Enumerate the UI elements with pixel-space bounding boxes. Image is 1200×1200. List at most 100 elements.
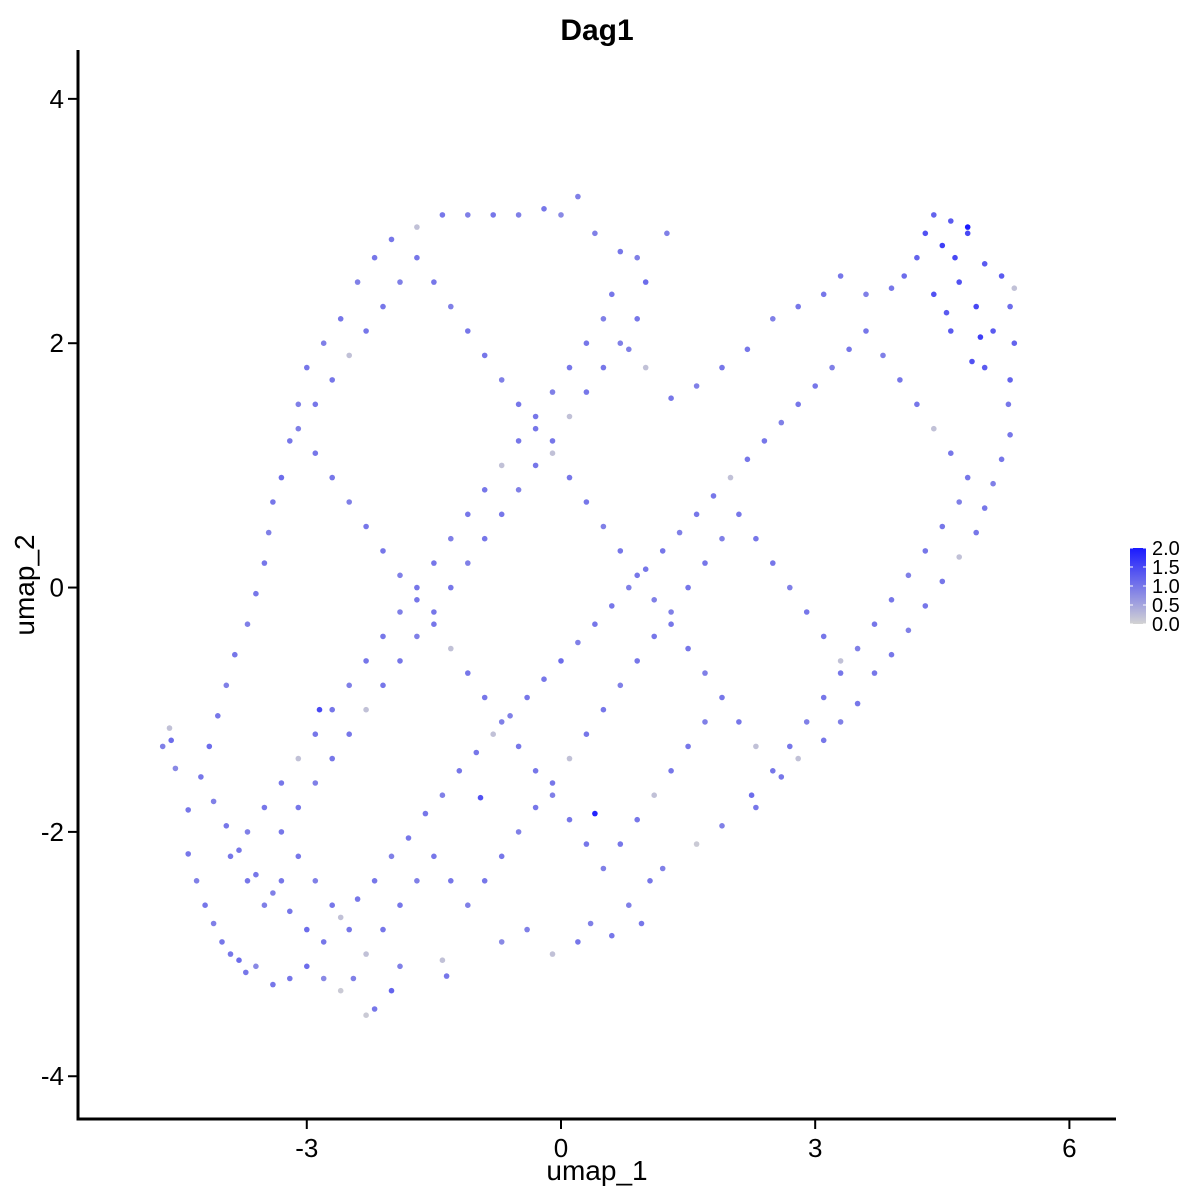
chart-title: Dag1: [560, 14, 633, 47]
data-point: [854, 645, 861, 652]
data-point: [456, 768, 463, 774]
data-point: [922, 230, 929, 237]
colorbar-tick-label: 0.5: [1152, 595, 1180, 617]
data-point: [956, 554, 962, 560]
data-point: [1011, 285, 1018, 292]
data-point: [532, 804, 539, 811]
data-point: [312, 780, 319, 786]
data-point: [320, 939, 327, 945]
data-point: [498, 853, 505, 860]
data-point: [541, 206, 547, 212]
data-point: [922, 548, 929, 554]
data-point: [803, 609, 810, 615]
y-tick-label: -2: [41, 817, 64, 847]
data-point: [778, 419, 785, 426]
colorbar-tick-label: 2.0: [1152, 538, 1180, 560]
data-point: [448, 878, 454, 884]
data-point: [287, 908, 293, 915]
data-point: [795, 755, 801, 762]
data-point: [329, 706, 336, 713]
data-point: [329, 755, 336, 762]
data-point: [312, 401, 319, 408]
data-point: [1011, 340, 1018, 347]
data-point: [863, 291, 869, 298]
data-point: [465, 902, 471, 908]
data-point: [363, 951, 369, 957]
data-point: [998, 273, 1005, 279]
data-point: [219, 939, 225, 945]
data-point: [634, 254, 640, 261]
data-point: [943, 309, 950, 316]
data-point: [363, 658, 369, 664]
data-point: [744, 456, 751, 463]
data-point: [465, 328, 471, 334]
data-point: [558, 212, 564, 218]
data-point: [820, 737, 827, 744]
data-point: [727, 474, 734, 481]
data-point: [820, 694, 827, 701]
data-point: [172, 765, 179, 772]
data-point: [397, 279, 403, 285]
data-point: [626, 584, 632, 591]
data-point: [532, 462, 539, 469]
data-point: [439, 792, 446, 798]
y-tick-label: 2: [50, 328, 64, 358]
data-point: [617, 841, 624, 847]
data-point: [448, 645, 454, 652]
data-point: [431, 279, 437, 285]
data-point: [397, 572, 403, 579]
data-point: [380, 303, 386, 310]
data-point: [465, 670, 471, 676]
data-point: [346, 499, 353, 505]
data-point: [905, 572, 912, 579]
data-point: [558, 658, 564, 664]
data-point: [837, 719, 844, 725]
data-point: [787, 584, 793, 591]
data-point: [583, 841, 590, 847]
data-point: [820, 633, 827, 640]
data-point: [443, 973, 450, 979]
data-point: [473, 749, 480, 756]
data-point: [668, 768, 674, 774]
data-point: [964, 224, 971, 230]
data-point: [498, 377, 505, 383]
data-point: [270, 981, 276, 988]
data-point: [659, 865, 666, 872]
data-point: [498, 462, 505, 469]
data-point: [448, 303, 454, 310]
data-point: [693, 841, 700, 847]
data-point: [223, 682, 230, 689]
data-point: [515, 401, 522, 408]
data-point: [770, 316, 776, 322]
data-point: [566, 413, 573, 420]
data-point: [337, 914, 344, 921]
data-point: [448, 584, 454, 591]
data-point: [922, 603, 929, 609]
data-point: [337, 316, 344, 322]
data-point: [871, 670, 878, 676]
data-point: [304, 926, 310, 933]
data-point: [651, 597, 657, 603]
data-point: [278, 878, 285, 884]
data-point: [770, 560, 776, 566]
data-point: [837, 273, 844, 279]
data-point: [837, 670, 844, 676]
data-point: [1007, 303, 1013, 310]
data-point: [998, 456, 1005, 463]
data-point: [414, 878, 420, 884]
data-point: [295, 804, 302, 811]
data-point: [634, 316, 640, 322]
data-point: [295, 425, 302, 432]
data-point: [778, 774, 785, 780]
data-point: [380, 682, 386, 689]
data-point: [736, 511, 742, 518]
data-point: [931, 291, 937, 298]
data-point: [719, 535, 725, 542]
data-point: [685, 584, 691, 591]
data-point: [278, 780, 285, 786]
data-point: [380, 633, 386, 640]
data-point: [227, 853, 234, 860]
data-point: [287, 975, 293, 982]
data-point: [498, 511, 505, 518]
